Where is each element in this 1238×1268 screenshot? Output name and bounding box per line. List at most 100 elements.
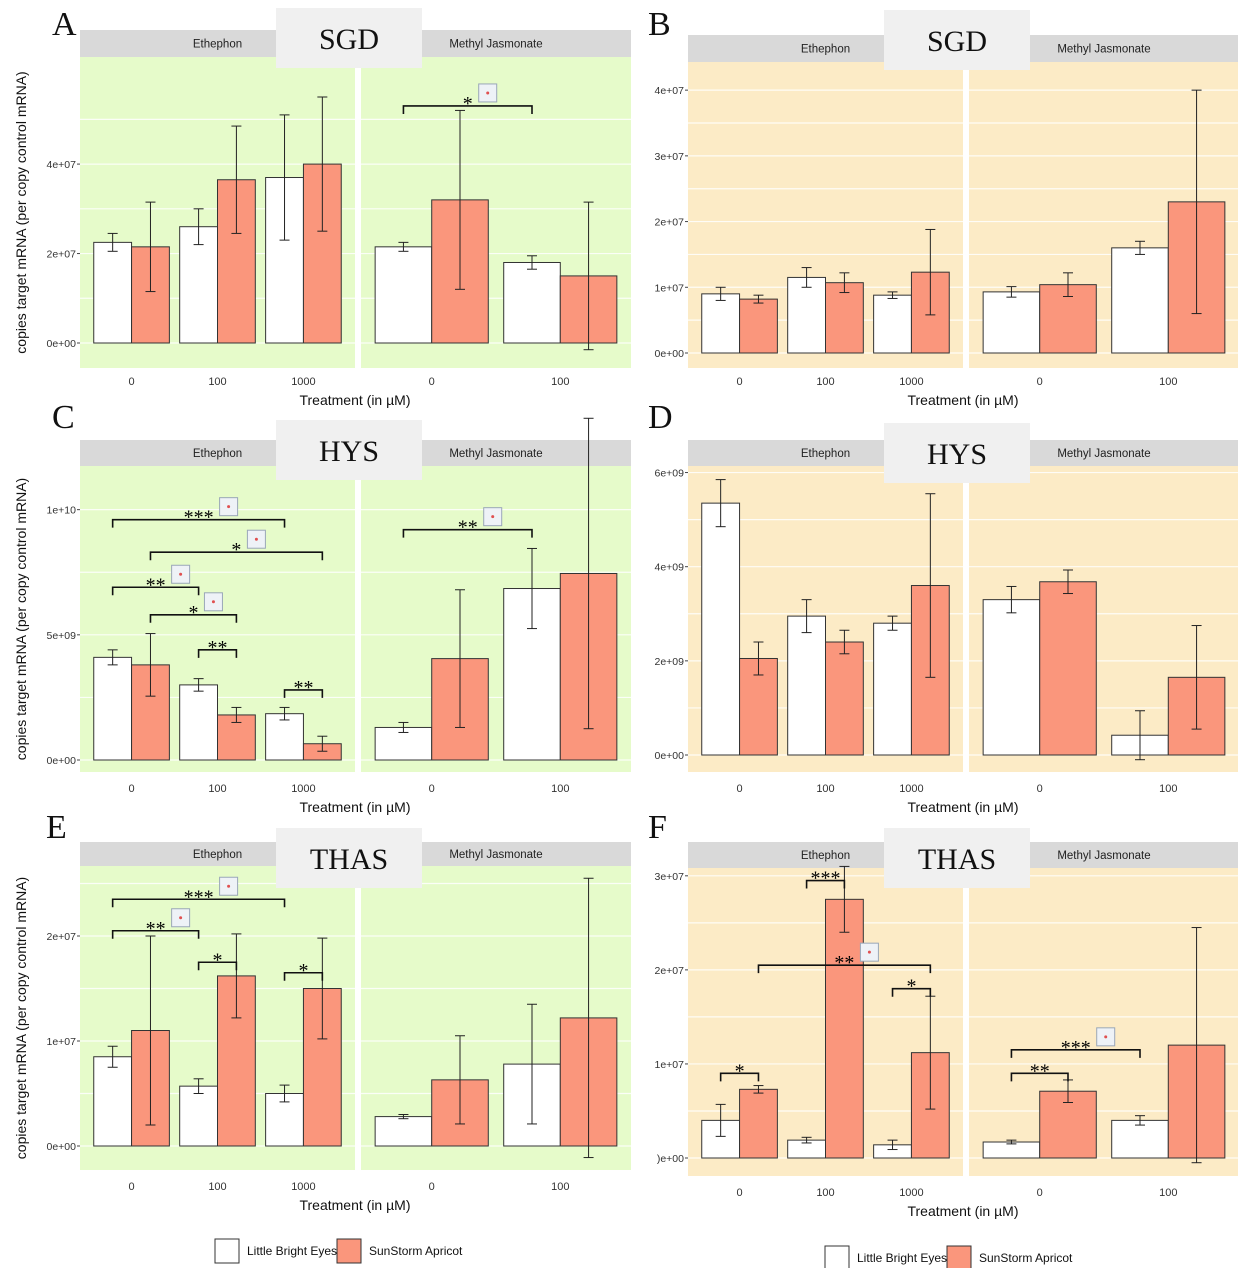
bar-little-bright-eyes <box>701 293 741 354</box>
bar-little-bright-eyes <box>1111 1119 1169 1159</box>
y-tick-label: 4e+07 <box>47 159 77 171</box>
y-tick-label: 1e+10 <box>47 505 77 517</box>
error-bar <box>1063 272 1073 297</box>
bracket-line <box>197 961 238 971</box>
y-axis-title: copies target mRNA (per copy control mRN… <box>13 71 29 353</box>
facet-strip-label: Ethephon <box>801 850 850 862</box>
significance-label: ** <box>146 574 166 596</box>
x-tick-label: 0 <box>429 1181 435 1193</box>
y-tick-label: 3e+07 <box>655 871 685 883</box>
x-tick-label: 100 <box>551 783 569 795</box>
x-tick-label: 1000 <box>291 376 315 388</box>
panel-letter: F <box>648 809 667 846</box>
bracket-line <box>111 518 286 528</box>
legend-label: Little Bright Eyes <box>857 1251 947 1265</box>
error-bar <box>1191 625 1202 730</box>
error-bar <box>1135 1115 1145 1126</box>
legend-label: SunStorm Apricot <box>369 1244 463 1258</box>
error-bar <box>925 228 936 316</box>
legend-label: SunStorm Apricot <box>979 1251 1073 1265</box>
bar-little-bright-eyes <box>93 1056 133 1147</box>
error-bar <box>1135 240 1145 255</box>
x-tick-label: 1000 <box>899 376 923 388</box>
significance-label: ** <box>293 677 313 699</box>
panel-letter: A <box>52 6 77 43</box>
x-tick-label: 100 <box>1159 376 1177 388</box>
gene-label: SGD <box>319 23 379 56</box>
bar-little-bright-eyes <box>873 622 912 756</box>
x-tick-label: 1000 <box>899 1187 923 1199</box>
y-tick-label: 2e+07 <box>655 965 685 977</box>
x-tick-label: 100 <box>1159 783 1177 795</box>
bracket-line <box>402 528 533 538</box>
facet-strip-label: Methyl Jasmonate <box>1057 448 1150 460</box>
gene-label: THAS <box>310 843 388 876</box>
error-bar <box>753 641 764 676</box>
y-tick-label: 4e+07 <box>655 85 685 97</box>
x-tick-label: 0 <box>737 1187 743 1199</box>
x-tick-label: 100 <box>816 376 834 388</box>
legend-swatch-little-bright-eyes <box>824 1245 850 1268</box>
bracket-line <box>719 1072 760 1082</box>
error-bar <box>1135 710 1145 761</box>
error-bar <box>455 589 465 728</box>
gene-label-box <box>276 420 422 480</box>
bracket-line <box>1010 1049 1141 1058</box>
facet-ethephon: Ethephon 0 100 1000 <box>688 440 963 795</box>
error-bar <box>279 114 290 241</box>
bracket-line <box>111 929 200 939</box>
error-bar <box>317 937 328 1040</box>
bracket-line <box>197 649 238 658</box>
bracket-line <box>111 586 200 596</box>
facet-strip-label: Methyl Jasmonate <box>1057 850 1150 862</box>
significance-label: * <box>231 539 241 561</box>
error-bar <box>107 649 118 666</box>
bar-little-bright-eyes <box>787 615 826 756</box>
facet-ethephon: Ethephon 0 100 1000 <box>80 30 355 388</box>
annotation-dot <box>254 537 258 541</box>
significance-label: *** <box>184 886 214 908</box>
bracket-line <box>805 879 846 889</box>
bracket-line <box>149 551 324 561</box>
significance-bracket: ** <box>197 637 238 659</box>
x-tick-label: 0 <box>737 783 743 795</box>
bar-little-bright-eyes <box>179 684 218 761</box>
significance-bracket: * <box>891 976 932 998</box>
gene-label-box <box>884 828 1030 888</box>
significance-bracket: * <box>149 529 324 561</box>
gene-label-box <box>884 10 1030 70</box>
significance-bracket: * <box>402 83 533 115</box>
error-bar <box>583 417 594 730</box>
error-bar <box>317 96 328 232</box>
annotation-dot <box>179 572 183 576</box>
y-tick-label: 0e+00 <box>47 338 77 350</box>
error-bar <box>398 241 409 252</box>
x-axis-title: Treatment (in µM) <box>907 392 1018 408</box>
x-tick-label: 0 <box>737 376 743 388</box>
facet-methyl-jasmonate: Methyl Jasmonate 0 100 <box>361 842 631 1193</box>
legend-label: Little Bright Eyes <box>247 1244 337 1258</box>
bar-sunstorm-apricot <box>739 298 778 354</box>
facet-strip-label: Methyl Jasmonate <box>1057 44 1150 56</box>
error-bar <box>193 1078 204 1094</box>
x-tick-label: 0 <box>129 1181 135 1193</box>
y-tick-label: 3e+07 <box>655 151 685 163</box>
bar-sunstorm-apricot <box>825 282 864 354</box>
legend-swatch-sunstorm-apricot <box>946 1245 972 1268</box>
panel-letter: C <box>52 399 75 436</box>
x-tick-label: 100 <box>551 1181 569 1193</box>
bar-sunstorm-apricot <box>739 1088 778 1159</box>
bar-little-bright-eyes <box>374 246 433 344</box>
significance-label: ** <box>834 952 854 974</box>
panel-letter: B <box>648 6 671 43</box>
error-bar <box>887 1139 898 1151</box>
bar-sunstorm-apricot <box>825 641 864 756</box>
bar-little-bright-eyes <box>982 291 1041 354</box>
x-tick-label: 1000 <box>899 783 923 795</box>
y-tick-label: 0e+00 <box>655 750 685 762</box>
y-tick-label: 2e+09 <box>655 656 685 668</box>
significance-label: * <box>298 960 308 982</box>
annotation-dot <box>179 916 183 920</box>
y-tick-label: )e+00 <box>657 1153 684 1165</box>
